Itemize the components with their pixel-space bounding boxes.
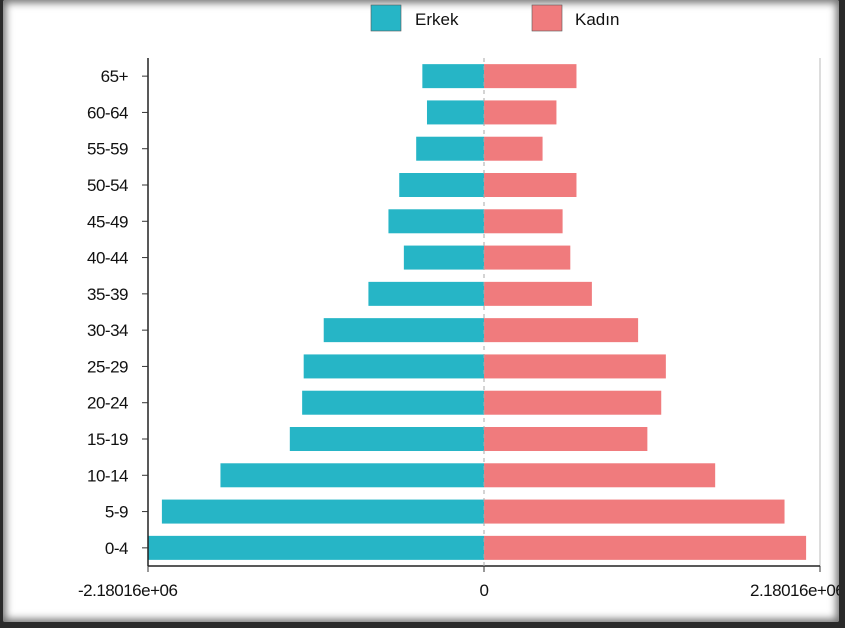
bar-kadin-45-49 bbox=[484, 209, 563, 234]
bar-erkek-0-4 bbox=[148, 535, 484, 560]
axes bbox=[147, 58, 821, 567]
bar-erkek-10-14 bbox=[220, 463, 484, 488]
bar-erkek-50-54 bbox=[399, 173, 484, 197]
y-tick-label: 50-54 bbox=[87, 176, 128, 195]
bar-erkek-55-59 bbox=[416, 136, 484, 161]
bar-kadin-35-39 bbox=[484, 281, 592, 306]
bar-erkek-5-9 bbox=[161, 499, 484, 524]
bar-kadin-65+ bbox=[484, 64, 577, 89]
bar-kadin-55-59 bbox=[484, 136, 543, 161]
y-tick-label: 5-9 bbox=[105, 503, 128, 522]
y-tick-label: 15-19 bbox=[87, 430, 128, 449]
y-tick-label: 0-4 bbox=[105, 539, 128, 558]
bar-erkek-35-39 bbox=[368, 281, 484, 306]
y-tick-label: 25-29 bbox=[87, 357, 128, 376]
bar-erkek-25-29 bbox=[303, 354, 484, 379]
bar-erkek-15-19 bbox=[289, 427, 484, 451]
y-tick-label: 35-39 bbox=[87, 285, 128, 304]
bar-erkek-40-44 bbox=[403, 245, 484, 270]
bar-kadin-5-9 bbox=[484, 499, 785, 524]
bar-kadin-10-14 bbox=[484, 463, 716, 488]
x-tick-labels: -2.18016e+06 0 2.18016e+06 bbox=[78, 566, 839, 600]
bar-erkek-30-34 bbox=[323, 318, 484, 343]
legend-label: Erkek bbox=[415, 10, 459, 29]
x-tick-label: -2.18016e+06 bbox=[78, 581, 177, 600]
y-tick-label: 60-64 bbox=[87, 103, 128, 122]
legend-swatch bbox=[370, 4, 402, 32]
y-tick-label: 10-14 bbox=[87, 466, 128, 485]
x-tick-label: 0 bbox=[480, 581, 489, 600]
bar-kadin-50-54 bbox=[484, 173, 577, 197]
bars bbox=[148, 64, 807, 560]
legend-label: Kadın bbox=[575, 10, 619, 29]
legend: Erkek Kadın bbox=[370, 4, 619, 32]
y-tick-label: 65+ bbox=[101, 67, 129, 86]
bar-kadin-20-24 bbox=[484, 390, 662, 415]
bar-kadin-30-34 bbox=[484, 318, 639, 343]
bar-erkek-45-49 bbox=[388, 209, 484, 234]
bar-kadin-0-4 bbox=[484, 535, 807, 560]
bar-erkek-20-24 bbox=[302, 390, 484, 415]
y-tick-label: 20-24 bbox=[87, 394, 128, 413]
legend-swatch bbox=[531, 4, 563, 32]
bar-kadin-25-29 bbox=[484, 354, 666, 379]
y-tick-label: 30-34 bbox=[87, 321, 128, 340]
bar-kadin-15-19 bbox=[484, 427, 648, 451]
bar-kadin-60-64 bbox=[484, 100, 557, 125]
population-pyramid-chart: Erkek Kadın 0-4 5-9 10-14 15-19 20-24 25-29 30-… bbox=[78, 4, 839, 600]
bar-kadin-40-44 bbox=[484, 245, 571, 270]
bar-erkek-65+ bbox=[422, 64, 484, 89]
y-tick-label: 40-44 bbox=[87, 249, 128, 268]
y-tick-labels: 0-4 5-9 10-14 15-19 20-24 25-29 30-34 35-39 40-4… bbox=[87, 67, 148, 558]
y-tick-label: 55-59 bbox=[87, 140, 128, 159]
chart-frame: Erkek Kadın 0-4 5-9 10-14 15-19 20-24 25-29 30-… bbox=[3, 0, 839, 622]
y-tick-label: 45-49 bbox=[87, 212, 128, 231]
bar-erkek-60-64 bbox=[426, 100, 484, 125]
x-tick-label: 2.18016e+06 bbox=[750, 581, 839, 600]
